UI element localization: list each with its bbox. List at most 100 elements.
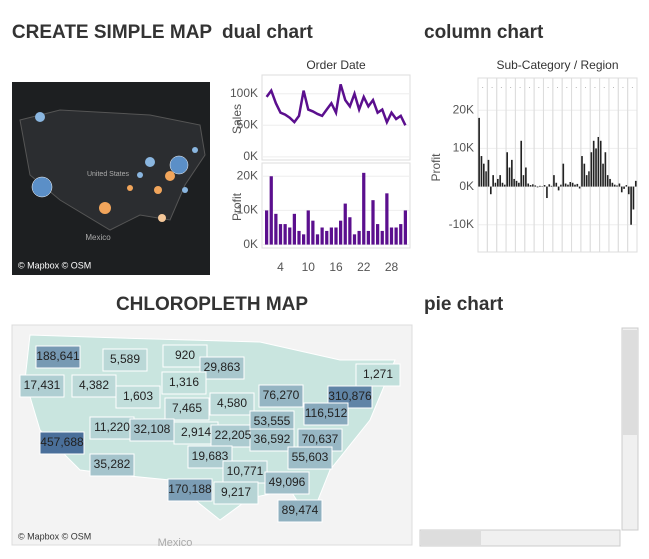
profit-bar (394, 227, 398, 245)
profit-bar (283, 224, 287, 245)
header: Sub-Category / Region (496, 58, 618, 72)
bubble (127, 185, 133, 191)
profit-bar (371, 200, 375, 245)
dot: · (519, 83, 522, 92)
category-label: Central (561, 256, 573, 291)
category-label: Central (579, 256, 591, 291)
y-tick-label: 10K (237, 203, 258, 217)
pane (496, 77, 507, 253)
state (199, 356, 245, 380)
state (35, 345, 81, 369)
profit-bar (315, 234, 320, 245)
map-label: Mexico (85, 233, 111, 242)
dot: · (556, 83, 559, 92)
dot: · (622, 83, 625, 92)
profit-bar (362, 172, 366, 245)
column-bar (529, 185, 532, 187)
category-label: Central (570, 256, 582, 291)
state-label: 49,096 (269, 475, 306, 489)
profit-bar (302, 234, 306, 245)
column-bar (513, 178, 516, 187)
profit-bar (334, 227, 338, 245)
column-bar (501, 182, 504, 187)
profit-bar (385, 193, 389, 245)
profit-bar (297, 230, 301, 245)
pane (514, 77, 526, 253)
profit-bar (320, 227, 324, 245)
column-bar (595, 148, 597, 187)
state-label: 55,603 (292, 450, 329, 464)
state-label: 53,555 (254, 414, 291, 428)
column-bar (553, 175, 555, 187)
column-bar (604, 152, 607, 187)
state (19, 374, 65, 398)
dot: · (631, 83, 634, 92)
state-label: 5,589 (110, 352, 140, 366)
profit-bar (288, 227, 292, 245)
state (303, 402, 349, 426)
column-bar (562, 163, 565, 187)
column-bar (571, 182, 574, 187)
profit-bar (403, 210, 407, 245)
bubble (165, 171, 175, 181)
category-label: Central (514, 256, 526, 291)
profit-bar (292, 213, 296, 245)
scroll-thumb[interactable] (623, 330, 637, 435)
state (187, 445, 233, 469)
column-bar (592, 140, 595, 187)
state-label: 1,603 (123, 389, 153, 403)
dot: · (584, 83, 587, 92)
column-bar (630, 186, 632, 225)
column-bar (511, 159, 513, 187)
column-bar (606, 175, 609, 187)
sales-line (265, 83, 407, 126)
profit-bar (366, 230, 370, 245)
state-label: 1,271 (363, 367, 393, 381)
state (167, 478, 213, 502)
state-label: 35,282 (94, 457, 131, 471)
dot: · (594, 83, 597, 92)
profit-bar (306, 210, 310, 245)
pie-title: pie chart (424, 294, 504, 315)
category-label: Central (608, 256, 620, 291)
bubble (192, 147, 198, 153)
state-label: 457,688 (40, 435, 84, 449)
state-label: 920 (175, 348, 195, 362)
pane (542, 77, 554, 253)
column-bar (485, 171, 487, 187)
state-label: 170,188 (168, 482, 212, 496)
column-bar (489, 186, 492, 195)
column-bar (534, 185, 537, 187)
column-title: column chart (424, 22, 544, 43)
y-tick-label: 20K (453, 102, 474, 116)
pane (617, 77, 629, 253)
column-bar (616, 185, 618, 187)
pane (533, 77, 544, 253)
column-bar (539, 185, 541, 187)
state-label: 188,641 (36, 349, 80, 363)
axis-title: Sales (230, 104, 244, 134)
column-bar (560, 184, 562, 187)
state (287, 446, 333, 470)
state-label: 89,474 (282, 503, 319, 517)
column-bar (583, 163, 586, 187)
state (39, 431, 85, 455)
state-label: 116,512 (305, 406, 348, 420)
category-label: Central (542, 256, 554, 291)
category-label: Central (523, 256, 535, 291)
profit-bar (265, 210, 269, 245)
column-bar (611, 182, 614, 187)
column-bar (494, 182, 497, 187)
column-bar (574, 184, 576, 187)
state-label: 2,914 (181, 425, 211, 439)
profit-bar (329, 227, 333, 245)
state-label: 4,580 (217, 396, 247, 410)
profit-bar (399, 224, 403, 245)
column-bar (585, 175, 588, 187)
profit-bar (376, 224, 380, 245)
pane (524, 77, 535, 253)
simple-map: United States Mexico © Mapbox © OSM (12, 82, 210, 275)
state (277, 499, 323, 523)
attribution: © Mapbox © OSM (18, 260, 91, 270)
scroll-thumb[interactable] (421, 531, 481, 545)
